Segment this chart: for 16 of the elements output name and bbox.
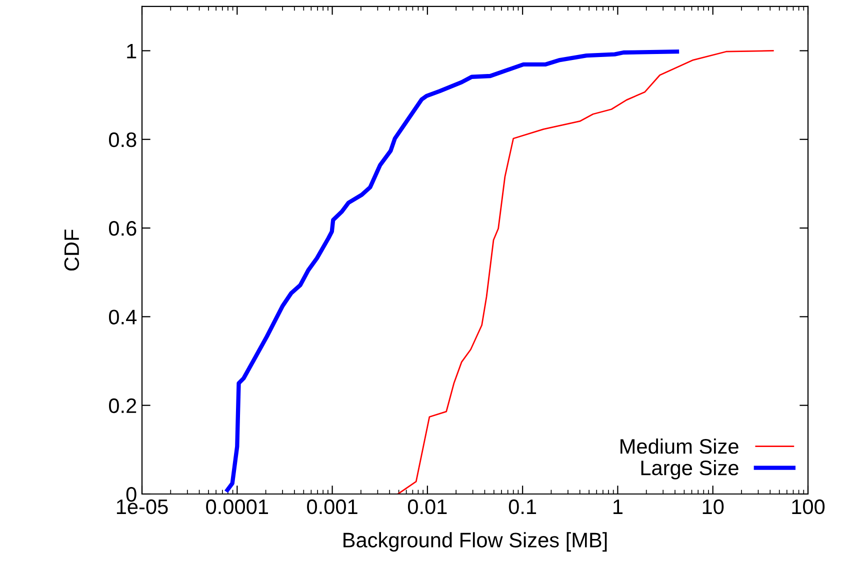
x-tick-label: 100 [792, 499, 825, 514]
y-tick-label: 0.6 [108, 221, 136, 236]
y-tick-label: 0.4 [108, 310, 137, 324]
y-tick-label: 0.8 [108, 132, 136, 148]
y-tick-label: 0.2 [108, 398, 136, 414]
y-tick-label: 1 [127, 44, 136, 58]
x-tick-label: 0.001 [307, 499, 358, 514]
x-axis-title: Background Flow Sizes [MB] [344, 532, 607, 552]
y-axis-title: CDF [64, 230, 80, 271]
x-tick-label: 0.0001 [206, 499, 268, 514]
x-tick-label: 10 [702, 499, 724, 514]
legend-label: Medium Size [620, 438, 738, 454]
x-tick-label: 0.01 [408, 499, 447, 514]
x-tick-label: 0.1 [508, 499, 536, 514]
legend-label: Large Size [641, 460, 738, 480]
x-tick-label: 1 [614, 500, 622, 514]
